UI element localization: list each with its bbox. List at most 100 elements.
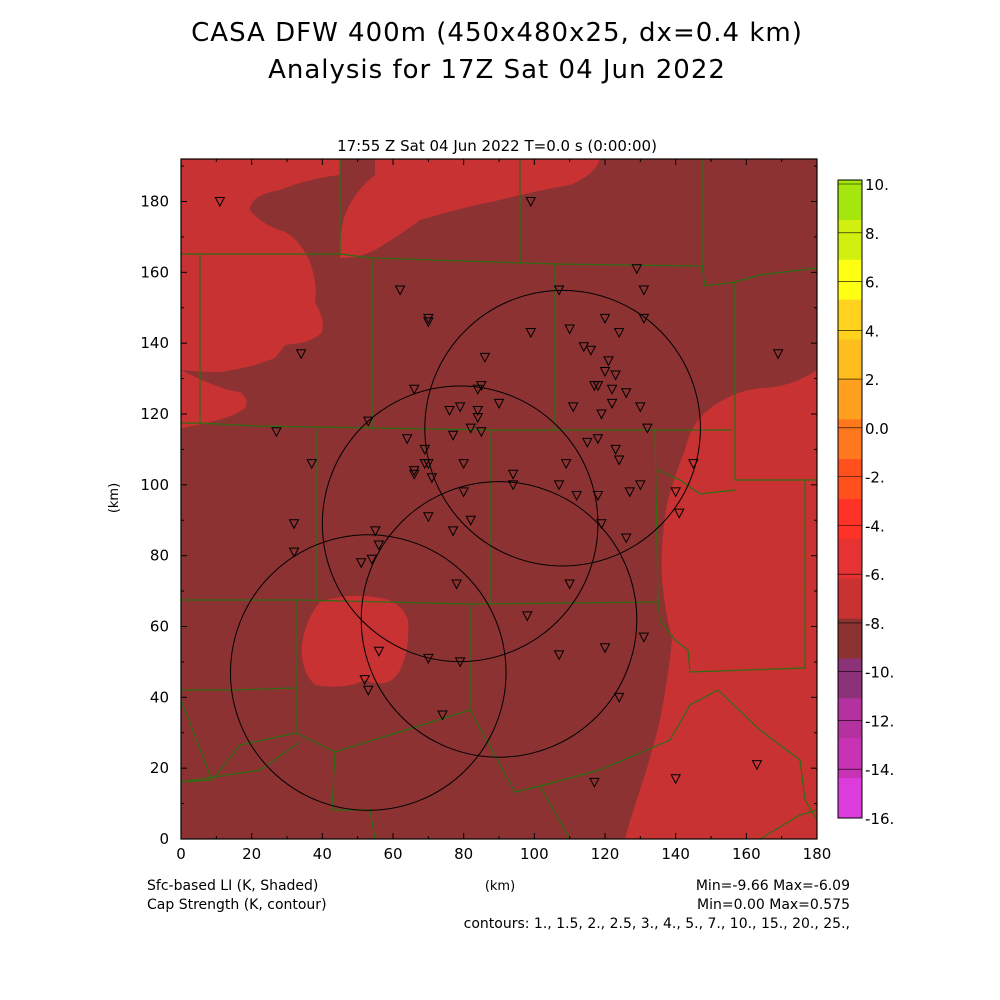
station-marker xyxy=(521,611,533,622)
y-tick-label: 100 xyxy=(140,476,169,494)
station-marker xyxy=(295,349,307,360)
y-tick-label: 60 xyxy=(150,618,169,636)
y-tick-label: 160 xyxy=(140,263,169,281)
station-marker xyxy=(419,444,431,455)
station-marker xyxy=(567,402,579,413)
station-marker xyxy=(362,685,374,696)
colorbar-label: 8. xyxy=(865,225,879,243)
y-tick-label: 120 xyxy=(140,405,169,423)
colorbar-swatch xyxy=(838,499,862,540)
li-shade-region-west-band xyxy=(181,370,247,428)
y-tick-label: 0 xyxy=(159,830,169,848)
station-marker xyxy=(564,324,575,335)
station-marker xyxy=(373,540,385,551)
colorbar-label: -16. xyxy=(865,810,894,828)
station-marker xyxy=(458,487,469,498)
station-marker xyxy=(507,469,519,480)
footer-shaded-field: Sfc-based LI (K, Shaded) xyxy=(147,878,318,894)
colorbar-swatch xyxy=(838,339,862,380)
colorbar-swatch xyxy=(838,618,862,659)
radar-range-rings xyxy=(229,289,701,811)
station-marker xyxy=(472,413,484,424)
radar-ring-4 xyxy=(229,534,507,811)
station-marker xyxy=(606,398,618,409)
plot-header: 17:55 Z Sat 04 Jun 2022 T=0.0 s (0:00:00… xyxy=(337,137,657,155)
station-marker xyxy=(670,774,681,785)
station-marker xyxy=(355,558,367,569)
colorbar-label: -14. xyxy=(865,761,894,779)
colorbar-swatch xyxy=(838,180,862,221)
station-marker xyxy=(599,367,611,378)
x-tick-label: 120 xyxy=(591,845,620,863)
colorbar-label: 0.0 xyxy=(865,420,889,438)
colorbar-swatch xyxy=(838,738,862,779)
station-marker xyxy=(465,423,477,434)
station-marker xyxy=(599,643,611,654)
colorbar: 10. 8. 6. 4. 2. 0.0 -2. -4. -6. -8. -10. -12. -14. -1… xyxy=(837,176,894,828)
station-marker xyxy=(394,285,406,296)
station-marker xyxy=(638,632,650,643)
station-marker xyxy=(613,455,625,466)
station-marker xyxy=(472,405,484,417)
colorbar-swatch xyxy=(838,219,862,261)
station-marker xyxy=(423,459,434,470)
colorbar-swatch xyxy=(838,379,862,420)
x-tick-label: 0 xyxy=(176,845,186,863)
station-marker xyxy=(564,579,575,590)
x-tick-label: 100 xyxy=(520,845,549,863)
station-marker xyxy=(673,508,685,519)
colorbar-label: -4. xyxy=(865,517,885,535)
station-marker xyxy=(408,384,420,395)
station-marker xyxy=(493,398,505,409)
station-marker xyxy=(447,526,459,537)
station-marker xyxy=(447,430,459,441)
station-marker xyxy=(553,650,565,661)
station-marker xyxy=(359,675,371,686)
colorbar-label: 10. xyxy=(865,176,889,194)
colorbar-swatch xyxy=(838,419,862,460)
station-marker xyxy=(635,402,646,413)
station-marker xyxy=(578,342,590,353)
station-marker xyxy=(423,653,434,664)
x-tick-label: 160 xyxy=(732,845,761,863)
station-marker xyxy=(479,352,491,363)
x-tick-label: 180 xyxy=(803,845,832,863)
station-marker xyxy=(370,526,381,537)
colorbar-swatch xyxy=(838,299,862,340)
station-marker xyxy=(408,469,420,480)
county-boundaries xyxy=(181,159,817,839)
station-marker xyxy=(525,328,537,339)
station-marker xyxy=(507,480,519,491)
y-axis: 0 20 40 60 80 100 120 140 160 180 xyxy=(140,165,817,848)
li-shade-region-north xyxy=(181,159,600,372)
colorbar-swatch xyxy=(838,578,862,620)
station-marker xyxy=(589,777,600,788)
radar-ring-1 xyxy=(424,289,701,567)
station-marker xyxy=(606,384,618,395)
colorbar-swatch xyxy=(838,698,862,739)
figure-title-line1: CASA DFW 400m (450x480x25, dx=0.4 km) xyxy=(191,18,803,48)
map-plot-area xyxy=(181,159,817,839)
colorbar-label: -12. xyxy=(865,712,894,730)
station-marker xyxy=(596,409,607,420)
station-marker xyxy=(553,480,565,491)
y-tick-label: 140 xyxy=(140,334,169,352)
station-marker xyxy=(613,328,625,339)
station-marker xyxy=(362,416,374,427)
x-axis: 0 20 40 60 80 100 120 140 160 180 xyxy=(176,159,831,863)
station-marker xyxy=(613,692,625,703)
station-marker xyxy=(451,579,462,590)
station-marker xyxy=(599,313,611,324)
x-tick-label: 60 xyxy=(383,845,402,863)
station-marker xyxy=(596,519,607,530)
station-marker xyxy=(670,487,681,498)
colorbar-label: -6. xyxy=(865,566,885,584)
x-axis-label: (km) xyxy=(485,879,515,894)
station-marker xyxy=(288,519,300,530)
station-markers xyxy=(214,197,784,788)
colorbar-swatch xyxy=(838,538,862,580)
station-marker xyxy=(603,356,614,367)
station-marker xyxy=(620,533,632,544)
station-marker xyxy=(271,427,282,438)
station-marker xyxy=(592,490,604,502)
